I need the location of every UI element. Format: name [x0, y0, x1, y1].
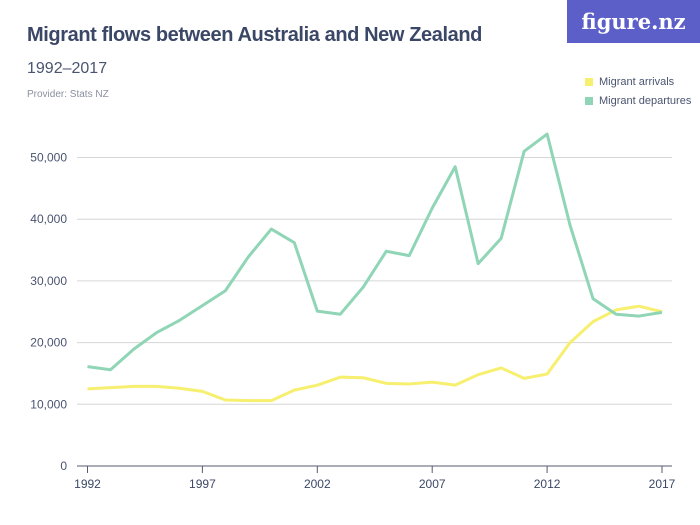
x-tick-label: 1992 [74, 477, 101, 491]
series-line-departures [87, 132, 663, 372]
y-tick-label: 20,000 [30, 336, 67, 350]
legend-label: Migrant arrivals [599, 76, 675, 88]
provider-text: Provider: Stats NZ [27, 89, 109, 100]
legend-swatch [585, 97, 593, 105]
legend-label: Migrant departures [599, 95, 692, 107]
chart-title: Migrant flows between Australia and New … [27, 24, 482, 46]
y-tick-label: 10,000 [30, 397, 67, 411]
chart-subtitle: 1992–2017 [27, 60, 108, 77]
x-tick-label: 2007 [419, 477, 446, 491]
legend-item-arrivals: Migrant arrivals [585, 76, 674, 88]
x-tick-label: 2012 [534, 477, 561, 491]
y-tick-label: 30,000 [30, 274, 67, 288]
figure-nz-logo[interactable]: figure.nz [567, 0, 700, 43]
legend-swatch [585, 78, 593, 86]
x-tick-label: 2002 [304, 477, 331, 491]
y-tick-label: 50,000 [30, 151, 67, 165]
legend-item-departures: Migrant departures [585, 95, 691, 107]
x-tick-label: 2017 [649, 477, 676, 491]
y-tick-label: 0 [60, 459, 67, 473]
series-line-arrivals [87, 304, 663, 403]
y-tick-label: 40,000 [30, 212, 67, 226]
x-tick-label: 1997 [189, 477, 216, 491]
